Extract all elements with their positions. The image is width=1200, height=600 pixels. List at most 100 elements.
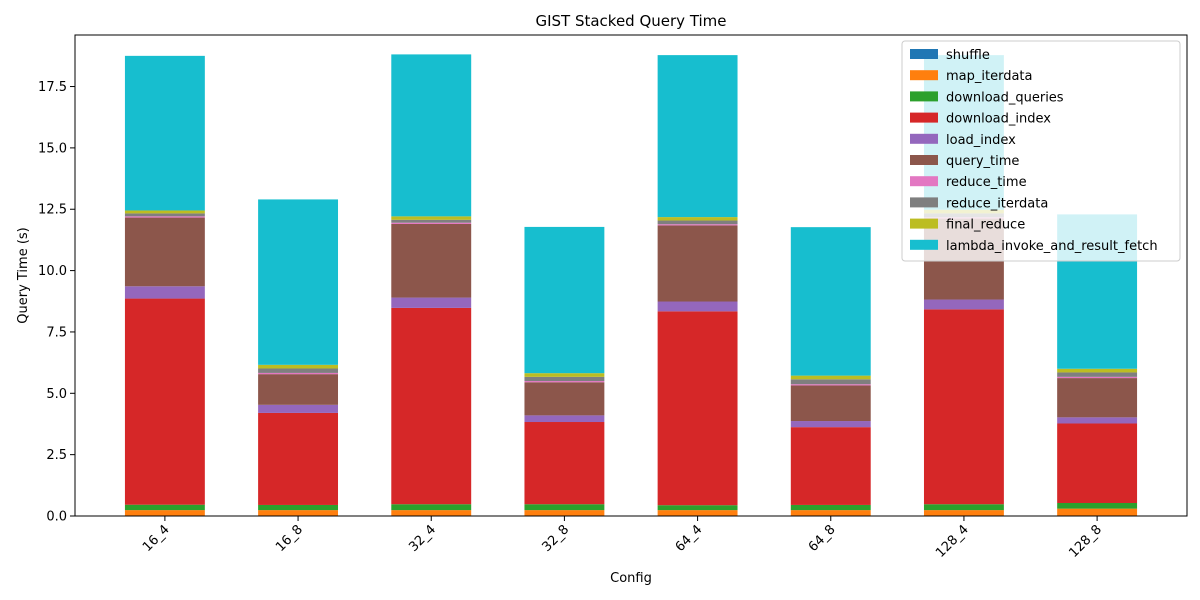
bar-segment-final-reduce-32-8: [524, 373, 605, 377]
bar-segment-map-iterdata-128-4: [923, 510, 1004, 516]
legend-swatch-final-reduce: [910, 218, 938, 229]
bars-group: [124, 54, 1138, 516]
bar-segment-query-time-16-4: [124, 217, 205, 287]
legend-label-load-index: load_index: [946, 133, 1016, 148]
bar-segment-reduce-time-128-8: [1057, 376, 1138, 379]
legend-label-reduce-iterdata: reduce_iterdata: [946, 196, 1048, 211]
bar-segment-lambda-invoke-and-result-fetch-64-4: [657, 55, 738, 218]
legend-swatch-reduce-time: [910, 176, 938, 187]
bar-segment-download-index-16-8: [258, 412, 339, 505]
x-tick-label: 32_4: [406, 522, 439, 555]
x-axis-label: Config: [610, 571, 652, 586]
x-tick-label: 32_8: [539, 522, 572, 555]
bar-segment-final-reduce-32-4: [391, 216, 472, 220]
bar-segment-final-reduce-64-4: [657, 217, 738, 221]
legend-swatch-query-time: [910, 155, 938, 165]
bar-segment-reduce-time-64-8: [790, 384, 871, 386]
bar-segment-download-queries-16-4: [124, 504, 205, 511]
legend-label-reduce-time: reduce_time: [946, 175, 1027, 190]
bar-segment-download-index-16-4: [124, 298, 205, 505]
bar-segment-reduce-iterdata-32-8: [524, 376, 605, 382]
bar-segment-map-iterdata-16-8: [258, 510, 339, 516]
bar-segment-reduce-iterdata-32-4: [391, 219, 472, 223]
legend-swatch-shuffle: [910, 49, 938, 59]
legend-label-download-queries: download_queries: [946, 90, 1064, 105]
bar-segment-download-queries-64-4: [657, 505, 738, 511]
y-tick-label: 10.0: [38, 264, 67, 279]
bar-segment-query-time-32-4: [391, 223, 472, 298]
bar-segment-download-index-128-4: [923, 309, 1004, 505]
bar-segment-map-iterdata-64-4: [657, 510, 738, 516]
y-tick-label: 15.0: [38, 141, 67, 156]
bar-segment-query-time-64-8: [790, 385, 871, 422]
legend-label-lambda-invoke-and-result-fetch: lambda_invoke_and_result_fetch: [946, 239, 1158, 254]
bar-segment-reduce-iterdata-64-4: [657, 220, 738, 225]
y-axis-label: Query Time (s): [16, 227, 31, 324]
chart-title: GIST Stacked Query Time: [535, 12, 726, 30]
bar-segment-load-index-64-8: [790, 421, 871, 428]
bar-segment-reduce-iterdata-128-8: [1057, 372, 1138, 377]
bar-segment-download-queries-32-8: [524, 504, 605, 511]
bar-segment-lambda-invoke-and-result-fetch-16-8: [258, 199, 339, 365]
bar-segment-load-index-128-4: [923, 299, 1004, 310]
legend-swatch-download-queries: [910, 91, 938, 102]
legend: shuffle map_iterdata download_queriesdownl…: [901, 40, 1181, 262]
legend-label-map-iterdata: map_iterdata: [946, 69, 1033, 84]
bar-segment-reduce-time-32-4: [391, 222, 472, 224]
legend-frame: [901, 40, 1181, 262]
bar-segment-download-queries-64-8: [790, 504, 871, 511]
plot-frame: [74, 34, 1188, 517]
bar-segment-reduce-time-16-8: [258, 372, 339, 375]
legend-swatch-lambda-invoke-and-result-fetch: [910, 239, 938, 250]
bar-segment-query-time-64-4: [657, 225, 738, 302]
bar-segment-load-index-64-4: [657, 301, 738, 312]
bar-segment-map-iterdata-32-4: [391, 510, 472, 516]
legend-swatch-download-index: [910, 112, 938, 123]
bar-segment-reduce-iterdata-16-4: [124, 213, 205, 217]
y-axis: 0.0 2.5 5.0 7.5 10.0 12.5 15.0 17.5: [38, 80, 75, 525]
y-tick-label: 5.0: [46, 387, 67, 402]
bar-segment-lambda-invoke-and-result-fetch-64-8: [790, 227, 871, 376]
y-tick-label: 17.5: [38, 80, 67, 95]
bar-segment-map-iterdata-16-4: [124, 510, 205, 516]
bar-segment-reduce-iterdata-16-8: [258, 368, 339, 373]
legend-swatch-reduce-iterdata: [910, 197, 938, 208]
bar-segment-final-reduce-128-8: [1057, 368, 1138, 373]
bar-segment-download-index-32-8: [524, 422, 605, 505]
bar-segment-download-queries-128-8: [1057, 502, 1138, 509]
bar-segment-lambda-invoke-and-result-fetch-32-8: [524, 226, 605, 374]
bar-segment-download-queries-16-8: [258, 504, 339, 511]
bar-segment-map-iterdata-64-8: [790, 510, 871, 516]
x-tick-label: 16_8: [273, 522, 306, 555]
bar-segment-map-iterdata-128-8: [1057, 508, 1138, 516]
legend-label-download-index: download_index: [946, 112, 1051, 127]
bar-segment-download-queries-128-4: [923, 504, 1004, 511]
y-tick-label: 0.0: [46, 510, 67, 525]
bar-segment-reduce-time-16-4: [124, 216, 205, 218]
bar-segment-download-index-64-8: [790, 427, 871, 505]
bar-segment-load-index-16-4: [124, 286, 205, 299]
bar-segment-download-queries-32-4: [391, 504, 472, 511]
bar-segment-load-index-128-8: [1057, 417, 1138, 424]
bar-segment-load-index-32-4: [391, 297, 472, 308]
x-tick-label: 128_4: [933, 522, 972, 561]
bar-segment-final-reduce-16-4: [124, 210, 205, 214]
legend-label-query-time: query_time: [946, 154, 1019, 169]
y-tick-label: 2.5: [46, 448, 67, 463]
bar-segment-reduce-time-64-4: [657, 224, 738, 226]
x-tick-label: 64_8: [806, 522, 839, 555]
y-tick-label: 7.5: [46, 325, 67, 340]
bar-segment-download-index-32-4: [391, 307, 472, 505]
legend-label-shuffle: shuffle: [946, 48, 990, 63]
bar-segment-reduce-time-32-8: [524, 381, 605, 383]
bar-segment-final-reduce-64-8: [790, 375, 871, 380]
legend-swatch-map-iterdata: [910, 70, 938, 81]
bar-segment-reduce-iterdata-64-8: [790, 379, 871, 385]
y-tick-label: 12.5: [38, 203, 67, 218]
x-tick-label: 16_4: [140, 522, 173, 555]
bar-segment-final-reduce-16-8: [258, 364, 339, 369]
bar-segment-lambda-invoke-and-result-fetch-32-4: [391, 54, 472, 217]
bar-segment-load-index-32-8: [524, 415, 605, 423]
bar-segment-query-time-32-8: [524, 382, 605, 416]
legend-swatch-load-index: [910, 133, 938, 144]
